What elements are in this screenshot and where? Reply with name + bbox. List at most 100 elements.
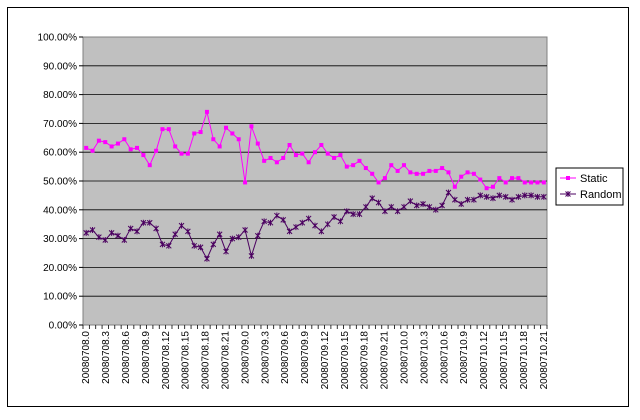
y-tick-label: 40.00% — [43, 205, 77, 216]
data-point — [229, 235, 236, 242]
data-point — [96, 138, 101, 143]
data-point — [197, 244, 204, 251]
data-point — [305, 215, 312, 222]
data-point — [451, 196, 458, 203]
data-point — [503, 180, 508, 185]
data-point — [459, 174, 464, 179]
data-point — [324, 221, 331, 228]
data-point — [337, 218, 344, 225]
x-tick-label: 20080708.12 — [161, 331, 172, 390]
data-point — [464, 196, 471, 203]
data-point — [280, 216, 287, 223]
y-tick-label: 10.00% — [43, 292, 77, 303]
y-tick-label: 100.00% — [38, 33, 78, 44]
y-tick-label: 30.00% — [43, 234, 77, 245]
data-point — [408, 170, 413, 175]
data-point — [293, 224, 299, 231]
data-point — [375, 199, 382, 206]
y-tick-label: 90.00% — [43, 61, 77, 72]
data-point — [198, 130, 203, 135]
line-chart: 0.00% 10.00% 20.00% 30.00% 40.00% 50.00% 60.00… — [38, 33, 624, 390]
data-point — [319, 143, 324, 147]
data-point — [255, 141, 260, 146]
data-point — [306, 160, 311, 165]
data-point — [153, 225, 159, 232]
data-point — [357, 158, 362, 163]
data-point — [344, 164, 349, 169]
data-point — [471, 171, 476, 176]
data-point — [274, 160, 279, 165]
data-point — [521, 192, 528, 199]
x-tick-label: 20080709.9 — [300, 331, 311, 384]
data-point — [185, 151, 190, 156]
data-point — [509, 196, 515, 203]
data-point — [249, 124, 254, 129]
data-point — [84, 145, 89, 150]
x-tick-label: 20080708.9 — [141, 331, 152, 384]
data-point — [160, 127, 165, 132]
y-tick-label: 70.00% — [43, 119, 77, 130]
data-point — [477, 192, 484, 199]
data-point — [483, 193, 490, 200]
data-point — [204, 255, 210, 262]
data-point — [274, 212, 280, 219]
data-point — [128, 147, 133, 152]
data-point — [426, 203, 433, 210]
data-point — [535, 180, 540, 185]
data-point — [90, 148, 95, 153]
x-tick-label: 20080710.21 — [539, 331, 550, 390]
data-point — [147, 163, 152, 168]
data-point — [172, 231, 179, 238]
data-point — [445, 189, 452, 196]
data-point — [541, 180, 546, 185]
data-point — [502, 193, 509, 200]
data-point — [362, 203, 369, 210]
data-point — [325, 151, 330, 156]
data-point — [516, 176, 521, 181]
x-tick-label: 20080710.9 — [459, 331, 470, 384]
data-point — [515, 193, 522, 200]
legend — [555, 167, 624, 206]
data-point — [268, 155, 273, 160]
data-point — [540, 193, 547, 200]
data-point — [528, 192, 534, 199]
x-tick-label: 20080709.3 — [260, 331, 271, 384]
x-tick-label: 20080709.21 — [380, 331, 391, 390]
data-point — [350, 211, 356, 218]
data-point — [134, 228, 140, 235]
data-point — [471, 196, 477, 203]
data-point — [433, 168, 438, 173]
x-tick-label: 20080708.18 — [201, 331, 212, 390]
data-point — [458, 201, 465, 208]
x-tick-label: 20080709.6 — [280, 331, 291, 384]
legend-marker — [566, 176, 570, 180]
data-point — [534, 193, 541, 200]
data-point — [146, 219, 153, 226]
data-point — [185, 228, 191, 235]
data-point — [497, 176, 502, 181]
data-point — [243, 180, 248, 185]
data-point — [299, 219, 306, 226]
data-point — [407, 198, 414, 205]
data-point — [108, 229, 115, 236]
data-point — [363, 166, 368, 171]
data-point — [103, 140, 108, 145]
data-point — [343, 208, 350, 215]
x-tick-label: 20080708.21 — [220, 331, 231, 390]
y-tick-label: 60.00% — [43, 148, 77, 159]
data-point — [401, 203, 407, 210]
data-point — [141, 153, 146, 158]
data-point — [115, 232, 121, 239]
data-point — [262, 158, 267, 163]
data-point — [389, 163, 394, 168]
data-point — [376, 180, 381, 185]
data-point — [293, 153, 298, 158]
data-point — [370, 171, 375, 176]
data-point — [236, 137, 241, 142]
data-point — [382, 208, 388, 215]
data-point — [331, 214, 337, 220]
x-tick-label: 20080708.0 — [81, 331, 92, 384]
data-point — [484, 186, 489, 191]
data-point — [179, 151, 184, 156]
x-tick-label: 20080709.15 — [340, 331, 351, 390]
